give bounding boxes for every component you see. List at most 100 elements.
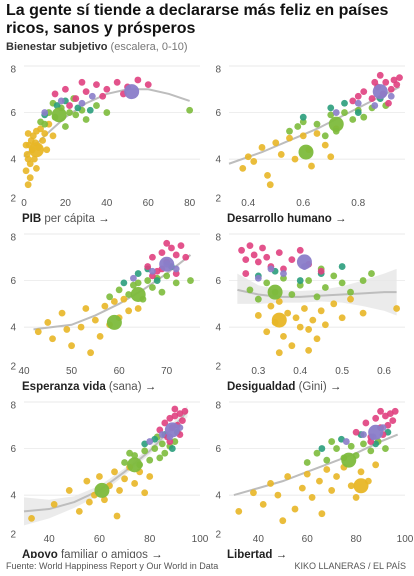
data-point-yellow [359, 309, 367, 317]
data-point-green [130, 281, 137, 289]
chart-panel-5: 2 4 6 8 40 60 80 100 Apoyo familiar o amigos → [10, 401, 208, 559]
x-axis-title-detail: (Gini) [295, 381, 326, 393]
data-point-pink [263, 253, 271, 261]
x-tick-label: 0.6 [377, 366, 391, 377]
chart-panel-2: 2 4 6 8 0.4 0.6 0.8 Desarrollo humano → [215, 65, 405, 225]
x-tick-label: 40 [18, 366, 30, 377]
chart-panel-3: 2 4 6 8 40 50 60 70 Esperanza vida (sana) → [10, 233, 200, 393]
data-point-yellow [28, 514, 35, 522]
x-axis-title: Apoyo familiar o amigos → [22, 549, 163, 558]
x-tick-label: 40 [44, 534, 56, 545]
data-point-green [172, 279, 180, 287]
x-axis-arrow: → [332, 213, 347, 225]
x-axis-title: PIB per cápita → [22, 213, 110, 225]
chart-panel-6: 2 4 6 8 40 60 80 100 Libertad → [215, 401, 413, 559]
data-point-pink [72, 95, 80, 102]
data-point-pink [158, 249, 166, 257]
y-tick-label: 8 [10, 233, 16, 244]
data-point-yellow [277, 151, 285, 158]
y-tick-label: 2 [10, 362, 16, 373]
data-point-pink [242, 270, 250, 277]
data-point-green [187, 277, 194, 284]
data-point-pink [103, 85, 111, 93]
data-point-yellow [288, 342, 296, 350]
data-point-yellow [141, 489, 149, 497]
data-point-pink [368, 95, 376, 102]
data-point-green [121, 459, 128, 466]
data-point-green [280, 274, 287, 282]
data-point-yellow [26, 160, 34, 168]
x-tick-label: 60 [94, 534, 106, 545]
x-tick-label: 60 [143, 198, 155, 209]
data-point-yellow [63, 326, 71, 333]
data-point-yellow [96, 333, 104, 340]
x-axis-title-detail: per cápita [41, 213, 95, 225]
data-point-green [93, 102, 100, 109]
data-point-yellow [321, 141, 329, 149]
data-point-yellow [30, 155, 38, 163]
x-tick-label: 0.3 [251, 366, 265, 377]
y-tick-label: 6 [215, 276, 221, 287]
data-point-pink [242, 256, 250, 263]
data-point-green [66, 109, 73, 116]
y-tick-label: 4 [10, 491, 16, 502]
data-point-yellow [101, 302, 109, 310]
data-point-yellow [244, 153, 252, 161]
data-point-purple [149, 267, 156, 275]
data-point-pink [354, 92, 362, 100]
data-point-pink [317, 267, 325, 275]
x-axis-title-detail: (sana) [106, 381, 142, 393]
x-tick-label: 20 [60, 198, 72, 209]
y-tick-label: 2 [215, 194, 221, 205]
large-country-bubble [368, 424, 384, 440]
large-country-bubble [159, 256, 175, 272]
data-point-yellow [43, 146, 51, 154]
x-axis-title: Desarrollo humano → [227, 213, 347, 225]
data-point-yellow [110, 298, 118, 305]
data-point-green [288, 291, 296, 298]
large-country-bubble [94, 482, 110, 498]
x-tick-label: 80 [351, 534, 363, 545]
data-point-yellow [267, 480, 274, 487]
data-point-pink [349, 97, 357, 105]
x-tick-label: 0 [21, 198, 27, 209]
large-country-bubble [267, 284, 283, 300]
data-point-green [254, 295, 262, 303]
data-point-pink [382, 78, 390, 86]
data-point-purple [254, 274, 262, 282]
data-point-yellow [347, 295, 354, 303]
data-point-yellow [305, 346, 313, 354]
data-point-green [161, 449, 169, 457]
data-point-pink [387, 85, 395, 93]
data-point-yellow [313, 335, 321, 343]
data-point-pink [171, 405, 179, 413]
data-point-yellow [58, 309, 66, 317]
data-point-pink [149, 253, 156, 261]
data-point-teal [74, 104, 82, 112]
data-point-yellow [291, 505, 299, 513]
x-axis-title: Desigualdad (Gini) → [227, 381, 341, 393]
data-point-yellow [321, 321, 329, 329]
data-point-purple [387, 92, 395, 100]
data-point-pink [238, 246, 245, 254]
data-point-green [163, 272, 171, 280]
data-point-yellow [49, 132, 57, 140]
data-point-yellow [33, 165, 40, 172]
data-point-pink [163, 239, 171, 247]
data-point-yellow [280, 333, 287, 340]
data-point-pink [181, 407, 189, 415]
x-tick-label: 0.5 [335, 366, 349, 377]
data-point-green [359, 277, 367, 284]
data-point-purple [78, 99, 86, 107]
x-axis-title-main: Libertad [227, 549, 272, 558]
data-point-teal [168, 445, 176, 452]
data-point-pink [396, 74, 403, 82]
data-point-pink [134, 76, 142, 84]
data-point-teal [338, 263, 346, 270]
data-point-yellow [91, 316, 99, 324]
data-point-yellow [292, 314, 300, 322]
data-point-green [171, 438, 179, 445]
x-tick-label: 70 [161, 366, 173, 377]
y-tick-label: 8 [215, 401, 221, 412]
